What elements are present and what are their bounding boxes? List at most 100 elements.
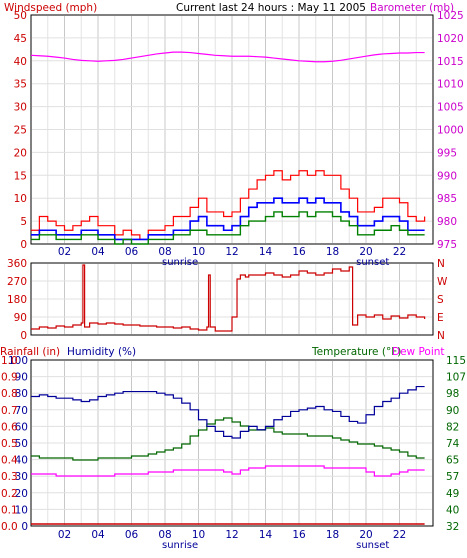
compass-label: N	[437, 330, 445, 342]
windspeed-tick-label: 30	[14, 102, 27, 114]
windspeed-tick-label: 20	[14, 147, 27, 159]
wind-direction-line	[31, 264, 426, 332]
time-tick-label: 22	[393, 246, 406, 258]
wind-panel-frame	[30, 14, 434, 245]
time-tick-label: 10	[192, 246, 205, 258]
time-tick-label: 18	[326, 246, 339, 258]
axis-layer: 0510152025303540455097598098599099510001…	[1, 10, 466, 551]
windspeed-tick-label: 45	[14, 33, 27, 45]
time-tick-label: 02	[58, 246, 71, 258]
time-tick-label: 20	[359, 246, 372, 258]
compass-label: W	[437, 276, 448, 288]
windspeed-tick-label: 5	[20, 216, 27, 228]
windspeed-tick-label: 35	[14, 79, 27, 91]
humidity-tick-label: 30	[15, 471, 28, 483]
barometer-tick-label: 1025	[437, 10, 464, 22]
sunrise-label: sunrise	[162, 257, 198, 268]
rainfall-tick-label: 0.2	[1, 488, 18, 500]
direction-tick-label: 180	[7, 294, 27, 306]
rainfall-axis-label: Rainfall (in)	[0, 346, 60, 358]
windspeed-tick-label: 15	[14, 170, 27, 182]
temperature-line	[31, 417, 425, 461]
rainfall-tick-label: 0.7	[1, 405, 18, 417]
time-tick-label: 12	[225, 246, 238, 258]
time-tick-label: 04	[91, 246, 105, 258]
humidity-tick-label: 100	[8, 355, 28, 367]
temperature-tick-label: 82	[446, 421, 459, 433]
compass-label: S	[437, 294, 444, 306]
time-tick-label: 06	[125, 246, 139, 258]
barometer-tick-label: 1005	[437, 102, 464, 114]
direction-tick-label: 90	[14, 312, 27, 324]
compass-label: N	[437, 258, 445, 270]
barometer-tick-label: 975	[437, 239, 457, 251]
humidity-tick-label: 90	[15, 372, 28, 384]
barometer-tick-label: 995	[437, 147, 457, 159]
wind-average-line	[31, 211, 425, 245]
rainfall-tick-label: 0.0	[1, 521, 18, 533]
windspeed-tick-label: 40	[14, 56, 27, 68]
grid-layer	[32, 16, 432, 525]
barometer-tick-label: 985	[437, 193, 457, 205]
barometer-tick-label: 980	[437, 216, 457, 228]
windspeed-tick-label: 25	[14, 125, 27, 137]
humidity-tick-label: 0	[21, 521, 28, 533]
temperature-tick-label: 74	[446, 438, 460, 450]
humidity-tick-label: 60	[15, 421, 28, 433]
rainfall-tick-label: 0.3	[1, 471, 18, 483]
time-tick-label: 06	[125, 529, 139, 541]
barometer-tick-label: 1015	[437, 56, 464, 68]
direction-tick-label: 0	[20, 330, 27, 342]
barometer-tick-label: 1010	[437, 79, 464, 91]
barometer-line	[30, 51, 425, 63]
time-tick-label: 18	[326, 529, 339, 541]
dewpoint-axis-label: Dew Point	[392, 346, 445, 358]
rainfall-tick-label: 0.5	[1, 438, 18, 450]
rainfall-tick-label: 1.0	[1, 355, 18, 367]
temperature-tick-label: 98	[446, 388, 459, 400]
temperature-tick-label: 32	[446, 521, 459, 533]
time-tick-label: 20	[359, 529, 372, 541]
rainfall-tick-label: 0.9	[1, 372, 18, 384]
temperature-tick-label: 49	[446, 488, 459, 500]
temperature-tick-label: 57	[446, 471, 459, 483]
humidity-tick-label: 40	[15, 455, 28, 467]
windspeed-tick-label: 0	[20, 239, 27, 251]
barometer-tick-label: 990	[437, 170, 457, 182]
dewpoint-line	[31, 465, 425, 477]
rainfall-tick-label: 0.4	[1, 455, 18, 467]
chart-title: Current last 24 hours : May 11 2005	[176, 2, 366, 14]
barometer-tick-label: 1020	[437, 33, 464, 45]
humidity-tick-label: 80	[15, 388, 28, 400]
time-tick-label: 10	[192, 529, 205, 541]
wind-gust-line	[31, 170, 426, 241]
compass-label: E	[437, 312, 444, 324]
wind-speed-line	[31, 197, 425, 241]
temperature-tick-label: 115	[446, 355, 466, 367]
humidity-panel-frame	[30, 359, 434, 527]
time-tick-label: 04	[91, 529, 105, 541]
time-tick-label: 22	[393, 529, 406, 541]
time-tick-label: 02	[58, 529, 71, 541]
direction-tick-label: 270	[7, 276, 27, 288]
time-tick-label: 14	[259, 529, 273, 541]
temperature-tick-label: 65	[446, 455, 459, 467]
time-tick-label: 08	[158, 246, 171, 258]
barometer-axis-label: Barometer (mb)	[370, 2, 454, 14]
direction-tick-label: 360	[7, 258, 27, 270]
sunrise-label: sunrise	[162, 540, 198, 551]
humidity-line	[31, 385, 425, 439]
time-tick-label: 08	[158, 529, 171, 541]
humidity-tick-label: 50	[15, 438, 28, 450]
humidity-tick-label: 20	[15, 488, 28, 500]
temperature-tick-label: 90	[446, 405, 459, 417]
windspeed-axis-label: Windspeed (mph)	[4, 2, 97, 14]
temperature-tick-label: 107	[446, 372, 466, 384]
temperature-axis-label: Temperature (°F)	[311, 346, 401, 358]
temperature-tick-label: 40	[446, 504, 459, 516]
humidity-tick-label: 70	[15, 405, 28, 417]
time-tick-label: 16	[292, 246, 306, 258]
sunset-label: sunset	[356, 257, 389, 268]
